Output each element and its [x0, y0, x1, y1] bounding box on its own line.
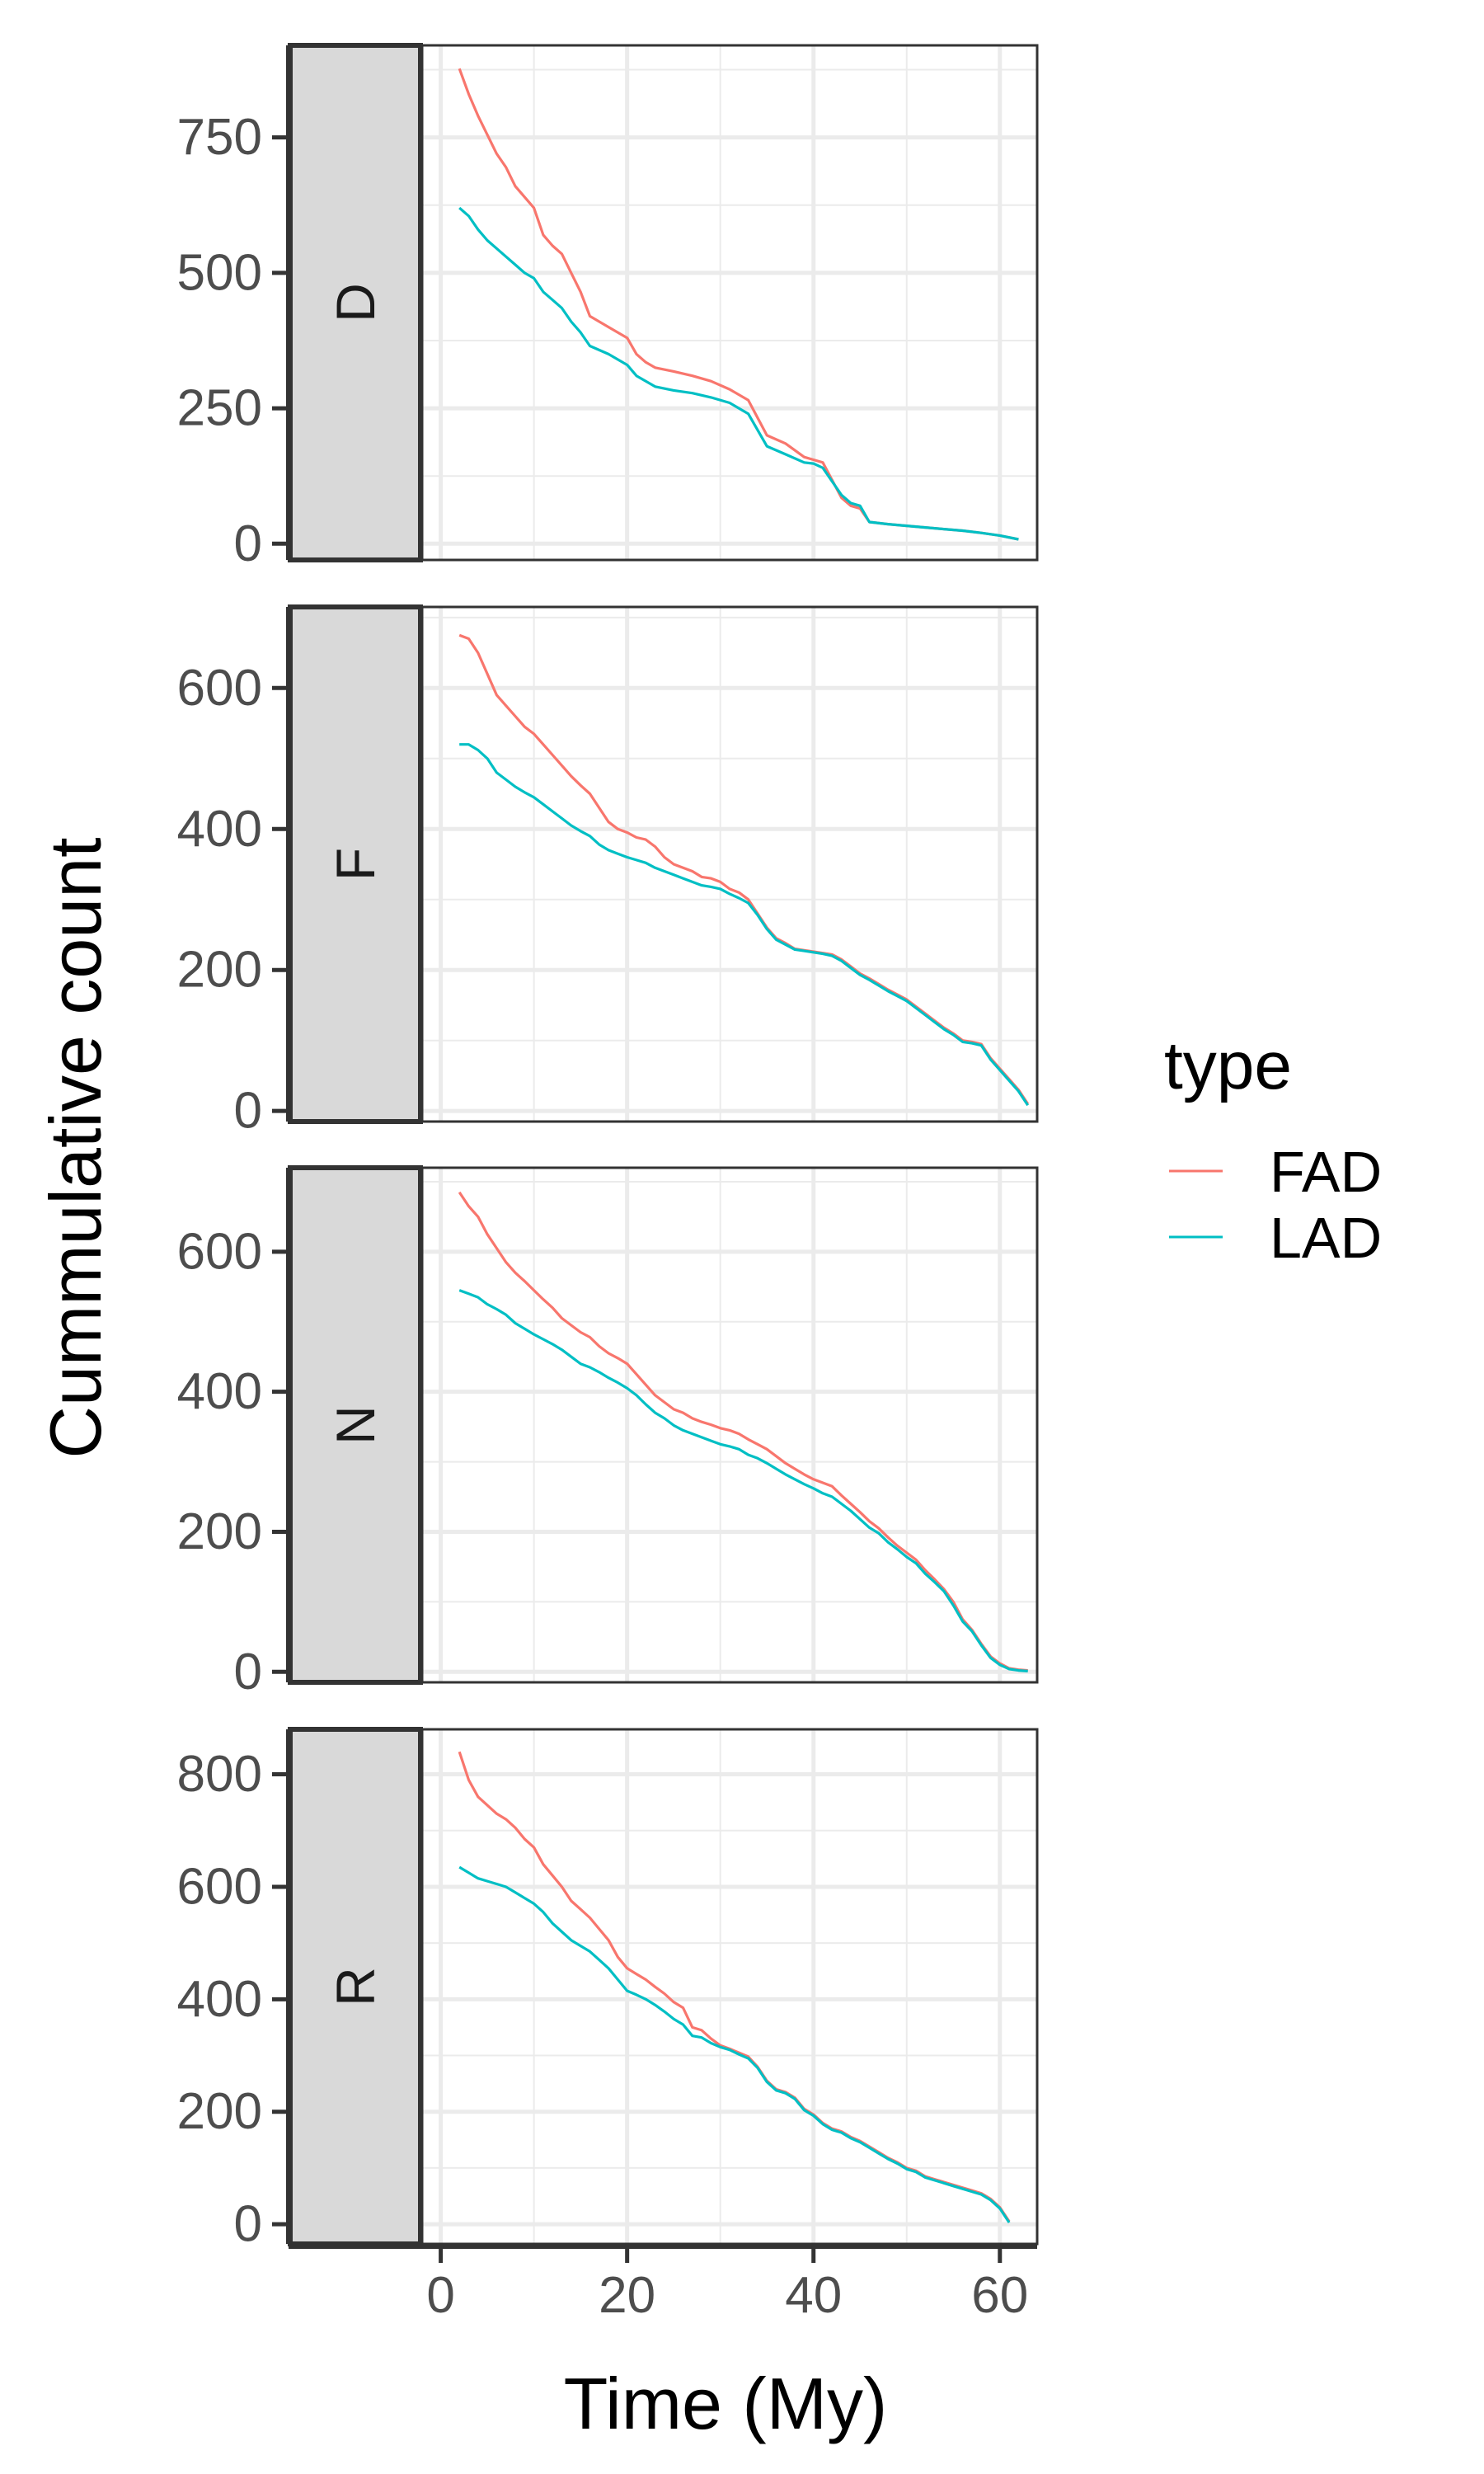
y-tick-label: 400 [177, 1363, 262, 1420]
x-tick-label: 0 [426, 2267, 454, 2324]
facet-strip [288, 604, 423, 1124]
facet-panel-F: F 0 200 400 600 [177, 604, 1039, 1140]
y-tick-label: 0 [234, 2196, 262, 2253]
y-tick-label: 800 [177, 1746, 262, 1803]
facet-panel-R: R 0 200 400 600 800 [177, 1727, 1039, 2253]
x-tick-label: 40 [785, 2267, 842, 2324]
legend-label-fad: FAD [1270, 1140, 1382, 1204]
facet-strip-label: F [325, 848, 386, 881]
x-tick-label: 20 [599, 2267, 655, 2324]
series-line-lad-R [458, 1865, 1011, 2223]
panel-background [422, 1729, 1037, 2244]
x-tick-label: 60 [971, 2267, 1028, 2324]
facet-strip-label: D [325, 283, 386, 322]
y-tick-label: 400 [177, 1971, 262, 2028]
y-tick-label: 500 [177, 244, 262, 301]
legend: type FAD LAD [1164, 1028, 1382, 1270]
y-tick-label: 0 [234, 1644, 262, 1700]
y-tick-label: 250 [177, 380, 262, 437]
series-line-lad-D [458, 206, 1019, 541]
facet-strip-label: N [325, 1405, 386, 1445]
y-tick-label: 200 [177, 1503, 262, 1560]
x-axis-title: Time (My) [564, 2363, 888, 2444]
facet-panel-D: D 0 250 500 750 [177, 43, 1039, 572]
facet-strip [288, 1727, 423, 2246]
y-tick-label: 0 [234, 1083, 262, 1140]
series-line-lad-N [458, 1289, 1028, 1672]
facet-panel-N: N 0 200 400 600 [177, 1165, 1039, 1700]
y-tick-label: 600 [177, 1223, 262, 1280]
legend-label-lad: LAD [1270, 1206, 1382, 1270]
y-tick-label: 200 [177, 942, 262, 999]
y-axis-title: Cummulative count [35, 837, 116, 1458]
legend-title: type [1164, 1028, 1292, 1103]
y-tick-label: 400 [177, 801, 262, 858]
y-tick-label: 200 [177, 2083, 262, 2140]
y-tick-label: 600 [177, 660, 262, 717]
panel-background [422, 45, 1037, 560]
series-line-fad-N [458, 1191, 1028, 1672]
y-tick-label: 0 [234, 515, 262, 572]
facet-strip-label: R [325, 1967, 386, 2006]
panel-background [422, 1168, 1037, 1682]
series-line-lad-F [459, 743, 1030, 1107]
panel-background [422, 607, 1037, 1122]
x-axis: 0 20 40 60 [289, 2244, 1037, 2324]
y-tick-label: 750 [177, 109, 262, 166]
facet-panels: D0250500750F0200400600N0200400600R020040… [177, 43, 1039, 2324]
y-tick-label: 600 [177, 1858, 262, 1915]
